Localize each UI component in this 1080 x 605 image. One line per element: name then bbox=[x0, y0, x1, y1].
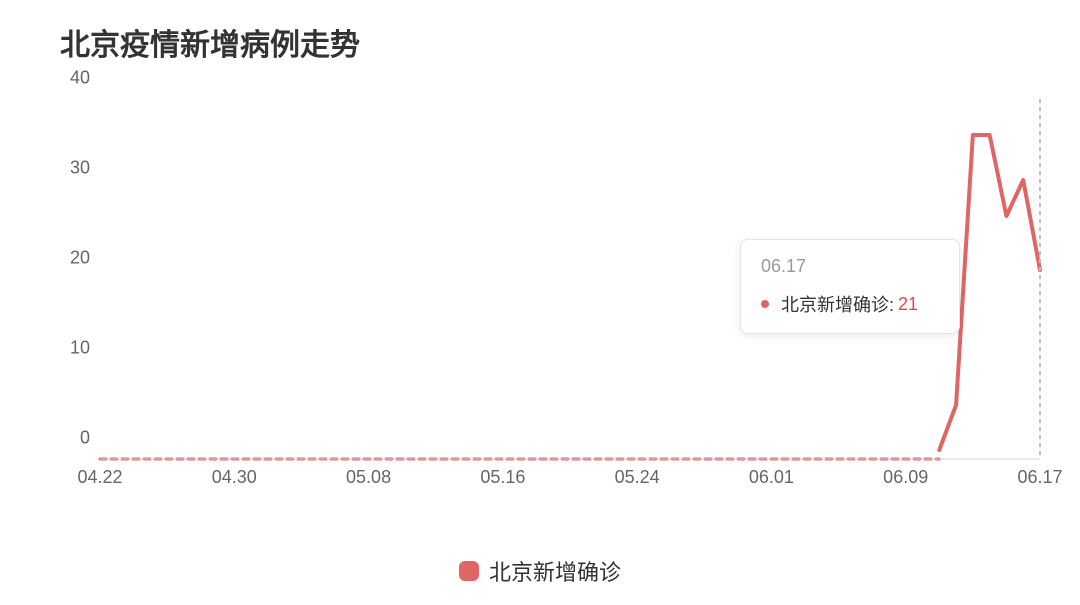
x-tick-label: 05.16 bbox=[480, 467, 525, 488]
y-axis: 010203040 bbox=[60, 99, 100, 459]
x-axis: 04.2204.3005.0805.1605.2406.0106.0906.17 bbox=[100, 459, 1040, 499]
y-tick-label: 40 bbox=[70, 68, 90, 89]
tooltip-label: 北京新增确诊: bbox=[781, 291, 894, 317]
legend-swatch-icon bbox=[459, 561, 479, 581]
legend-label: 北京新增确诊 bbox=[489, 555, 621, 587]
legend[interactable]: 北京新增确诊 bbox=[459, 555, 621, 587]
x-tick-label: 05.08 bbox=[346, 467, 391, 488]
x-tick-label: 04.30 bbox=[212, 467, 257, 488]
x-tick-label: 06.17 bbox=[1017, 467, 1062, 488]
x-tick-label: 05.24 bbox=[615, 467, 660, 488]
plot-area[interactable]: 06.17 北京新增确诊: 21 bbox=[100, 99, 1040, 459]
y-tick-label: 20 bbox=[70, 248, 90, 269]
chart-container: 010203040 06.17 北京新增确诊: 21 04.2204.3005.… bbox=[60, 99, 1040, 499]
tooltip-dot-icon bbox=[761, 300, 769, 308]
y-tick-label: 30 bbox=[70, 158, 90, 179]
tooltip: 06.17 北京新增确诊: 21 bbox=[740, 239, 960, 334]
x-tick-label: 04.22 bbox=[77, 467, 122, 488]
tooltip-row: 北京新增确诊: 21 bbox=[761, 291, 939, 317]
y-tick-label: 10 bbox=[70, 338, 90, 359]
y-tick-label: 0 bbox=[80, 428, 90, 449]
x-tick-label: 06.09 bbox=[883, 467, 928, 488]
tooltip-date: 06.17 bbox=[761, 256, 939, 277]
x-tick-label: 06.01 bbox=[749, 467, 794, 488]
tooltip-value: 21 bbox=[898, 294, 918, 315]
chart-title: 北京疫情新增病例走势 bbox=[60, 20, 1040, 64]
